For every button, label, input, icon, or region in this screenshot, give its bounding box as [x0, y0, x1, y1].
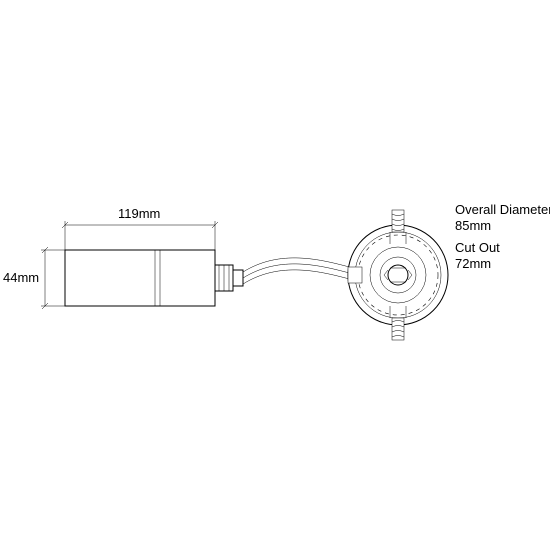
height-label: 44mm	[3, 270, 39, 285]
downlight	[348, 210, 448, 340]
spring-clip-top	[392, 210, 404, 232]
dimension-width: 119mm	[62, 206, 218, 250]
cut-out-value: 72mm	[455, 256, 491, 271]
overall-diameter-title: Overall Diameter	[455, 202, 550, 217]
cut-out-title: Cut Out	[455, 240, 500, 255]
width-label: 119mm	[118, 206, 160, 221]
spring-clip-bottom	[392, 318, 404, 340]
cable	[243, 258, 353, 284]
right-labels: Overall Diameter 85mm Cut Out 72mm	[455, 202, 550, 271]
connector	[215, 265, 243, 291]
technical-diagram: 119mm 44mm	[0, 0, 550, 550]
overall-diameter-value: 85mm	[455, 218, 491, 233]
dimension-height: 44mm	[3, 247, 65, 309]
driver-box	[65, 250, 215, 306]
